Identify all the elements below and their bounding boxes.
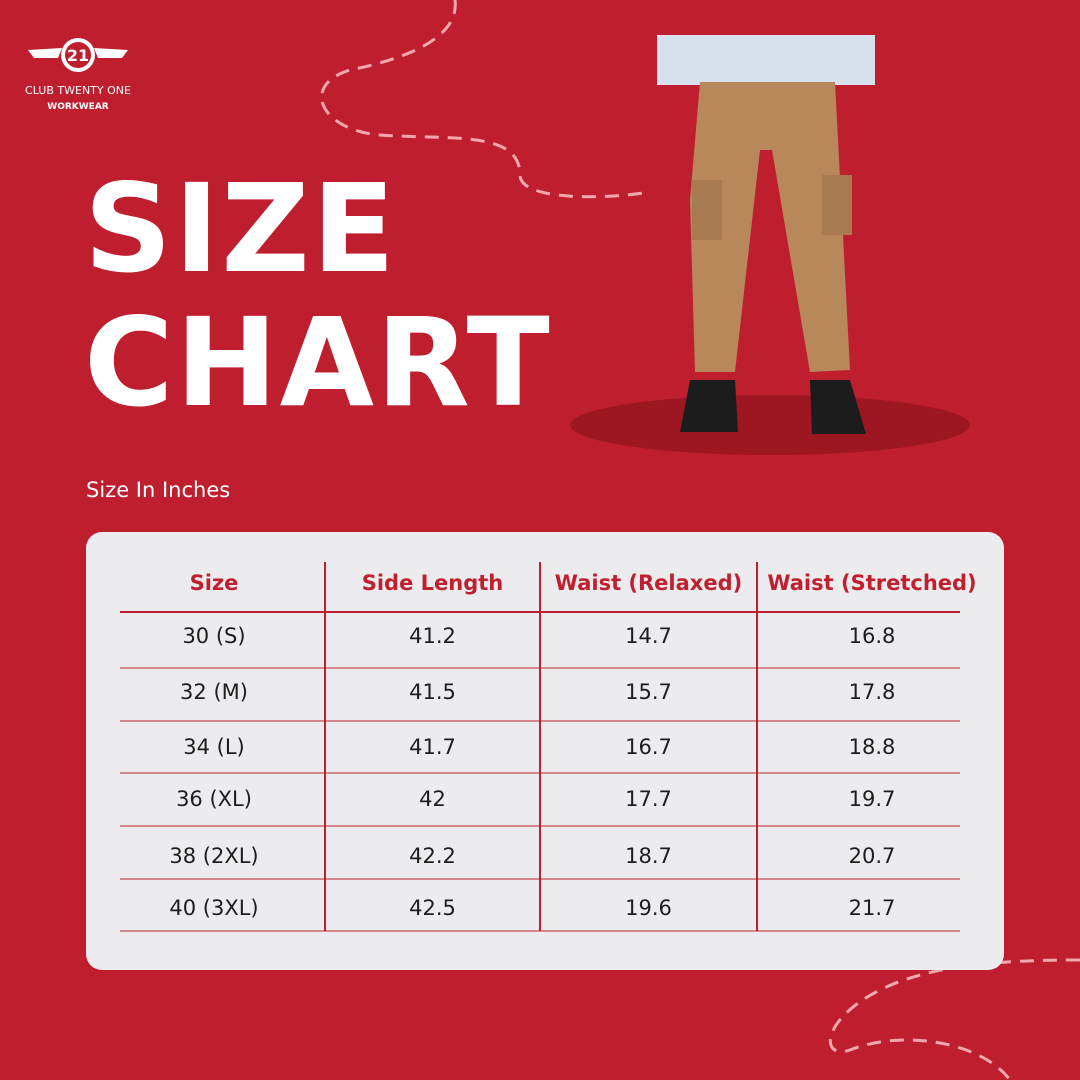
measure-cell: 19.7 [848,787,896,811]
column-header: Side Length [361,571,504,595]
title: SIZE [84,158,398,300]
logo-tagline: WORKWEAR [47,102,109,112]
logo-name: CLUB TWENTY ONE [25,84,131,97]
measure-cell: 16.7 [625,735,672,759]
measure-cell: 18.7 [625,844,672,868]
measure-cell: 42.2 [409,844,456,868]
measure-cell: 18.8 [848,735,896,759]
title: CHART [84,292,552,434]
pants-illustration [657,35,875,434]
dashed-curve [828,958,1080,1080]
column-header: Waist (Relaxed) [554,571,743,595]
size-cell: 32 (M) [180,680,248,704]
logo-badge: 21 [66,46,90,65]
measure-cell: 17.7 [625,787,672,811]
shadow [570,395,970,455]
size-table: Size Side Length Waist (Relaxed) Waist (Str… [86,532,1004,970]
measure-cell: 41.7 [409,735,456,759]
subtitle: Size In Inches [86,478,231,502]
measure-cell: 41.5 [409,680,456,704]
table-grid [120,562,960,932]
measure-cell: 21.7 [848,896,896,920]
measure-cell: 20.7 [848,844,896,868]
measure-cell: 14.7 [625,624,672,648]
measure-cell: 42.5 [409,896,456,920]
measure-cell: 41.2 [409,624,456,648]
measure-cell: 17.8 [848,680,896,704]
size-cell: 36 (XL) [176,787,252,811]
logo-mark [28,38,128,72]
measure-cell: 19.6 [625,896,672,920]
dashed-curve [320,0,651,199]
size-cell: 30 (S) [182,624,246,648]
size-cell: 40 (3XL) [169,896,259,920]
column-header: Size [189,571,239,595]
measure-cell: 42 [419,787,446,811]
measure-cell: 15.7 [625,680,672,704]
column-header: Waist (Stretched) [767,571,977,595]
size-cell: 34 (L) [183,735,245,759]
measure-cell: 16.8 [848,624,896,648]
size-cell: 38 (2XL) [169,844,259,868]
